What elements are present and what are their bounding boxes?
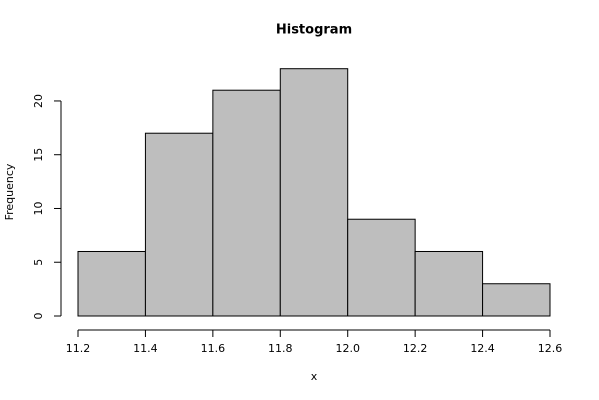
bar bbox=[212, 89, 281, 317]
y-tick-label: 20 bbox=[32, 94, 45, 108]
x-tick-label: 12.2 bbox=[403, 342, 428, 355]
y-tick-label: 5 bbox=[32, 259, 45, 266]
y-tick-label: 15 bbox=[32, 148, 45, 162]
x-tick-label: 12.6 bbox=[538, 342, 563, 355]
bar bbox=[77, 250, 146, 317]
x-tick-label: 11.4 bbox=[133, 342, 158, 355]
x-axis-label: x bbox=[311, 370, 318, 383]
bar bbox=[482, 283, 551, 317]
x-tick-label: 12.0 bbox=[335, 342, 360, 355]
y-tick-label: 10 bbox=[32, 201, 45, 215]
bar bbox=[347, 218, 416, 317]
x-tick-label: 11.6 bbox=[201, 342, 226, 355]
x-tick-label: 11.2 bbox=[66, 342, 91, 355]
y-axis-label: Frequency bbox=[3, 163, 16, 220]
bar bbox=[414, 250, 484, 317]
x-tick-label: 11.8 bbox=[268, 342, 293, 355]
chart-title: Histogram bbox=[276, 23, 352, 38]
bar bbox=[279, 68, 349, 317]
y-tick-label: 0 bbox=[32, 313, 45, 320]
x-tick-label: 12.4 bbox=[470, 342, 495, 355]
bar bbox=[144, 132, 214, 317]
